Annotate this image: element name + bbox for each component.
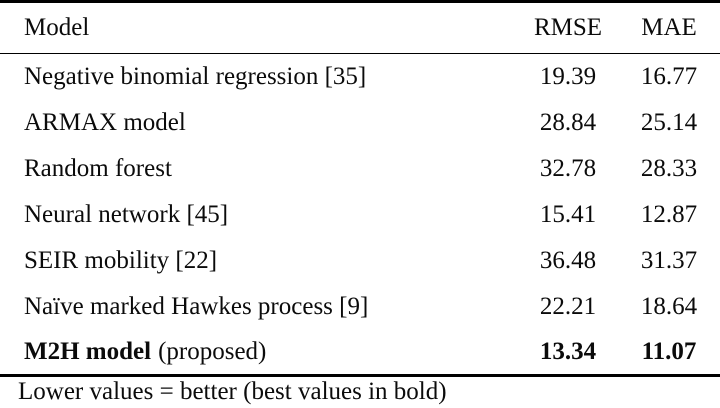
table-body: Negative binomial regression [35] 19.39 … <box>0 54 720 376</box>
model-note: (proposed) <box>158 337 267 365</box>
model-cell: M2H model (proposed) <box>0 330 518 376</box>
mae-cell: 11.07 <box>641 337 697 365</box>
model-name: Negative binomial regression [35] <box>24 62 367 90</box>
table-row: Neural network [45] 15.41 12.87 <box>0 192 720 238</box>
mae-cell: 18.64 <box>640 292 698 320</box>
table-row-proposed-best: M2H model (proposed) 13.34 11.07 <box>0 330 720 376</box>
table-row: Negative binomial regression [35] 19.39 … <box>0 54 720 100</box>
rmse-cell: 28.84 <box>539 108 597 136</box>
model-name: SEIR mobility [22] <box>24 246 218 274</box>
model-cell: SEIR mobility [22] <box>0 238 518 284</box>
model-cell: Neural network [45] <box>0 192 518 238</box>
footnote-row: Lower values = better (best values in bo… <box>0 374 720 408</box>
col-header-rmse: RMSE <box>518 0 618 54</box>
table-row: Random forest 32.78 28.33 <box>0 146 720 192</box>
rmse-cell: 22.21 <box>539 292 597 320</box>
table-row: ARMAX model 28.84 25.14 <box>0 100 720 146</box>
model-name: Naïve marked Hawkes process [9] <box>24 292 369 320</box>
footnote-text: Lower values = better (best values in bo… <box>0 374 720 408</box>
model-name: ARMAX model <box>24 108 186 136</box>
model-cell: Random forest <box>0 146 518 192</box>
table-row: SEIR mobility [22] 36.48 31.37 <box>0 238 720 284</box>
mae-cell: 12.87 <box>640 200 698 228</box>
rmse-cell: 32.78 <box>539 154 597 182</box>
model-name: M2H model <box>24 337 152 365</box>
rmse-cell: 19.39 <box>539 62 597 90</box>
col-header-model: Model <box>0 0 518 54</box>
mae-cell: 25.14 <box>640 108 698 136</box>
rmse-cell: 15.41 <box>539 200 597 228</box>
header-row: Model RMSE MAE <box>0 0 720 54</box>
rmse-cell: 13.34 <box>539 337 597 365</box>
table-footer: Lower values = better (best values in bo… <box>0 374 720 408</box>
model-name: Random forest <box>24 154 172 182</box>
mae-cell: 31.37 <box>640 246 698 274</box>
table-header: Model RMSE MAE <box>0 0 720 54</box>
model-cell: Negative binomial regression [35] <box>0 54 518 100</box>
col-header-mae: MAE <box>618 0 720 54</box>
table-row: Naïve marked Hawkes process [9] 22.21 18… <box>0 284 720 330</box>
mae-cell: 28.33 <box>640 154 698 182</box>
mae-cell: 16.77 <box>640 62 698 90</box>
model-cell: Naïve marked Hawkes process [9] <box>0 284 518 330</box>
model-cell: ARMAX model <box>0 100 518 146</box>
rmse-cell: 36.48 <box>539 246 597 274</box>
model-name: Neural network [45] <box>24 200 229 228</box>
